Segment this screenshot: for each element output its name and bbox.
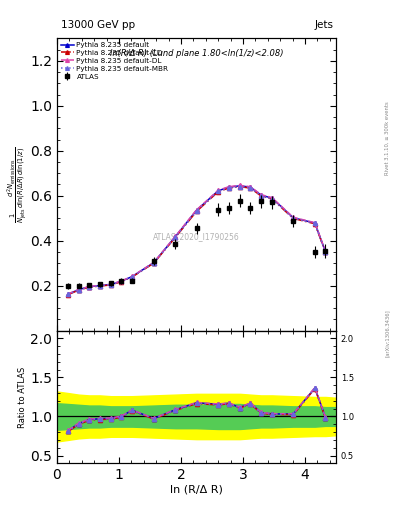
Pythia 8.235 default	[76, 287, 81, 293]
Pythia 8.235 default-CD	[108, 282, 113, 288]
Pythia 8.235 default-CD	[119, 279, 124, 285]
Text: [arXiv:1306.3436]: [arXiv:1306.3436]	[385, 309, 390, 357]
Text: ln(R/Δ R) (Lund plane 1.80<ln(1/z)<2.08): ln(R/Δ R) (Lund plane 1.80<ln(1/z)<2.08)	[110, 49, 283, 58]
Pythia 8.235 default	[173, 233, 178, 240]
Pythia 8.235 default-DL	[194, 207, 199, 213]
Legend: Pythia 8.235 default, Pythia 8.235 default-CD, Pythia 8.235 default-DL, Pythia 8: Pythia 8.235 default, Pythia 8.235 defau…	[59, 40, 170, 81]
Pythia 8.235 default-DL	[97, 282, 102, 288]
Pythia 8.235 default-DL	[87, 284, 92, 290]
Pythia 8.235 default-MBR	[97, 283, 102, 289]
Pythia 8.235 default	[259, 192, 263, 198]
Pythia 8.235 default	[226, 184, 231, 190]
Pythia 8.235 default-CD	[259, 193, 263, 199]
Pythia 8.235 default-DL	[248, 184, 253, 190]
Pythia 8.235 default-DL	[151, 260, 156, 266]
Pythia 8.235 default-CD	[237, 184, 242, 190]
Pythia 8.235 default-DL	[237, 182, 242, 188]
Pythia 8.235 default-CD	[323, 249, 328, 255]
Pythia 8.235 default	[108, 282, 113, 288]
Pythia 8.235 default-DL	[108, 281, 113, 287]
Pythia 8.235 default-DL	[173, 233, 178, 239]
Pythia 8.235 default	[291, 215, 296, 221]
Pythia 8.235 default-MBR	[173, 234, 178, 240]
Line: Pythia 8.235 default-DL: Pythia 8.235 default-DL	[66, 183, 327, 296]
Pythia 8.235 default-DL	[119, 278, 124, 284]
Pythia 8.235 default	[270, 195, 274, 201]
Pythia 8.235 default-CD	[173, 234, 178, 240]
Pythia 8.235 default-DL	[259, 191, 263, 198]
Line: Pythia 8.235 default: Pythia 8.235 default	[66, 184, 327, 296]
Pythia 8.235 default	[237, 183, 242, 189]
Pythia 8.235 default-MBR	[226, 185, 231, 191]
Line: Pythia 8.235 default-CD: Pythia 8.235 default-CD	[66, 185, 327, 296]
Text: Jets: Jets	[314, 19, 333, 30]
Pythia 8.235 default-MBR	[130, 274, 134, 280]
Pythia 8.235 default-CD	[216, 188, 220, 195]
Y-axis label: $\frac{1}{N_{\rm jets}}\frac{d^2 N_{\rm emissions}}{d\ln(R/\Delta R)\,d\ln(1/z)}: $\frac{1}{N_{\rm jets}}\frac{d^2 N_{\rm …	[6, 146, 29, 223]
Pythia 8.235 default-DL	[323, 248, 328, 254]
Pythia 8.235 default-MBR	[248, 185, 253, 191]
Pythia 8.235 default-DL	[270, 195, 274, 201]
Pythia 8.235 default-DL	[312, 220, 317, 226]
Pythia 8.235 default	[312, 220, 317, 226]
Pythia 8.235 default-MBR	[237, 183, 242, 189]
Pythia 8.235 default-CD	[312, 221, 317, 227]
Pythia 8.235 default-DL	[216, 187, 220, 194]
Pythia 8.235 default	[66, 291, 70, 297]
Pythia 8.235 default-MBR	[76, 287, 81, 293]
Pythia 8.235 default	[216, 188, 220, 194]
Pythia 8.235 default	[194, 207, 199, 214]
Y-axis label: Ratio to ATLAS: Ratio to ATLAS	[18, 366, 28, 428]
Pythia 8.235 default-MBR	[291, 215, 296, 221]
Pythia 8.235 default-DL	[291, 214, 296, 220]
Pythia 8.235 default-CD	[291, 216, 296, 222]
Pythia 8.235 default	[119, 278, 124, 284]
Pythia 8.235 default-MBR	[194, 208, 199, 214]
Pythia 8.235 default-CD	[194, 208, 199, 215]
Pythia 8.235 default-MBR	[66, 291, 70, 297]
Pythia 8.235 default	[130, 273, 134, 280]
Pythia 8.235 default-CD	[130, 274, 134, 280]
X-axis label: ln (R/Δ R): ln (R/Δ R)	[170, 485, 223, 495]
Pythia 8.235 default-MBR	[323, 249, 328, 255]
Pythia 8.235 default-MBR	[151, 260, 156, 266]
Line: Pythia 8.235 default-MBR: Pythia 8.235 default-MBR	[66, 184, 327, 296]
Pythia 8.235 default-CD	[270, 196, 274, 202]
Pythia 8.235 default	[97, 283, 102, 289]
Pythia 8.235 default-DL	[130, 273, 134, 280]
Pythia 8.235 default-MBR	[270, 196, 274, 202]
Pythia 8.235 default-MBR	[87, 284, 92, 290]
Pythia 8.235 default-DL	[226, 184, 231, 190]
Pythia 8.235 default-DL	[76, 286, 81, 292]
Pythia 8.235 default	[323, 249, 328, 255]
Pythia 8.235 default-CD	[248, 185, 253, 191]
Text: ATLAS_2020_I1790256: ATLAS_2020_I1790256	[153, 232, 240, 242]
Pythia 8.235 default	[248, 184, 253, 190]
Pythia 8.235 default-CD	[87, 284, 92, 290]
Text: 13000 GeV pp: 13000 GeV pp	[61, 19, 135, 30]
Pythia 8.235 default	[151, 260, 156, 266]
Pythia 8.235 default-DL	[66, 291, 70, 297]
Pythia 8.235 default-CD	[151, 260, 156, 266]
Pythia 8.235 default-CD	[76, 287, 81, 293]
Pythia 8.235 default-CD	[97, 283, 102, 289]
Pythia 8.235 default-MBR	[259, 193, 263, 199]
Pythia 8.235 default-MBR	[312, 220, 317, 226]
Pythia 8.235 default	[87, 284, 92, 290]
Text: Rivet 3.1.10, ≥ 300k events: Rivet 3.1.10, ≥ 300k events	[385, 101, 390, 175]
Pythia 8.235 default-CD	[66, 291, 70, 297]
Pythia 8.235 default-MBR	[108, 282, 113, 288]
Pythia 8.235 default-CD	[226, 185, 231, 191]
Pythia 8.235 default-MBR	[216, 188, 220, 195]
Pythia 8.235 default-MBR	[119, 278, 124, 284]
